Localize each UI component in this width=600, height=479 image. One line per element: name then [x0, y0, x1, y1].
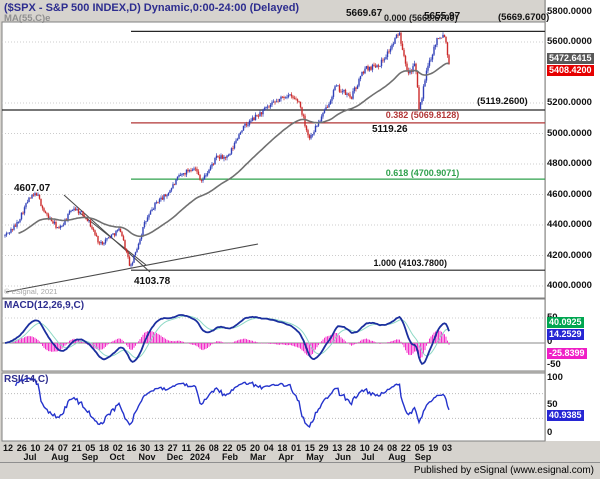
xaxis-month-label: 2024: [189, 452, 211, 462]
xaxis-day-label: 26: [195, 443, 206, 453]
xaxis-strip: [0, 442, 600, 462]
price-axis-tick: 4400.0000: [547, 219, 592, 230]
xaxis-day-label: 22: [222, 443, 233, 453]
xaxis-day-label: 08: [387, 443, 398, 453]
peak-price-label: 5669.67: [346, 8, 383, 19]
xaxis-month-label: Sep: [414, 452, 432, 462]
rsi-axis-tick: 50: [547, 399, 558, 410]
xaxis-month-label: Aug: [51, 452, 69, 462]
xaxis-day-label: 22: [400, 443, 411, 453]
price-axis-tick: 4000.0000: [547, 280, 592, 291]
macd-value-badge: 14.2529: [547, 329, 584, 340]
xaxis-day-label: 02: [112, 443, 123, 453]
xaxis-day-label: 29: [318, 443, 329, 453]
title-strip: [0, 0, 600, 22]
xaxis-day-label: 05: [414, 443, 425, 453]
macd-signal-value-badge: 40.0925: [547, 317, 584, 328]
xaxis-day-label: 03: [442, 443, 453, 453]
support-right-label: (5119.2600): [477, 96, 528, 107]
price-axis-tick: 5600.0000: [547, 36, 592, 47]
price-axis-tick: 4800.0000: [547, 158, 592, 169]
xaxis-day-label: 20: [249, 443, 260, 453]
peak-2023-label: 4607.07: [14, 183, 51, 194]
xaxis-month-label: Jun: [334, 452, 352, 462]
xaxis-month-label: Feb: [221, 452, 239, 462]
fib-0-label: 0.000 (5669.6700): [384, 13, 458, 23]
low-price-label: 4103.78: [134, 276, 171, 287]
xaxis-day-label: 10: [30, 443, 41, 453]
xaxis-day-label: 24: [44, 443, 55, 453]
xaxis-month-label: Nov: [138, 452, 156, 462]
esignal-watermark: © eSignal, 2021: [4, 287, 58, 296]
xaxis-day-label: 24: [373, 443, 384, 453]
rsi-axis-tick: 0: [547, 427, 553, 438]
xaxis-day-label: 16: [126, 443, 137, 453]
fib-382-label: 0.382 (5069.8128): [385, 110, 460, 120]
rsi-axis-tick: 100: [547, 372, 563, 383]
footer-bar: [0, 462, 600, 479]
xaxis-day-label: 30: [140, 443, 151, 453]
xaxis-day-label: 21: [71, 443, 82, 453]
xaxis-day-label: 18: [99, 443, 110, 453]
xaxis-day-label: 15: [304, 443, 315, 453]
chart-title: ($SPX - S&P 500 INDEX,D) Dynamic,0:00-24…: [4, 2, 300, 14]
xaxis-day-label: 05: [85, 443, 96, 453]
xaxis-day-label: 05: [236, 443, 247, 453]
xaxis-day-label: 04: [263, 443, 274, 453]
macd-axis-tick: -50: [547, 359, 561, 370]
xaxis-month-label: Apr: [278, 452, 294, 462]
xaxis-day-label: 27: [167, 443, 178, 453]
xaxis-day-label: 11: [181, 443, 192, 453]
price-axis-tick: 5000.0000: [547, 127, 592, 139]
price-axis-tick: 5800.0000: [547, 5, 592, 17]
fib-0-right-label: (5669.6700): [498, 12, 550, 23]
ma-value-badge: 5472.6415: [547, 53, 594, 64]
rsi-study-label: RSI(14,C): [4, 374, 49, 385]
xaxis-month-label: Jul: [361, 452, 375, 462]
xaxis-day-label: 18: [277, 443, 288, 453]
xaxis-month-label: May: [306, 452, 324, 462]
xaxis-day-label: 07: [57, 443, 68, 453]
xaxis-day-label: 13: [332, 443, 343, 453]
last-price-badge: 5408.4200: [547, 65, 594, 76]
xaxis-month-label: Sep: [81, 452, 99, 462]
fib-1000-label: 1.000 (4103.7800): [373, 258, 447, 268]
xaxis-day-label: 12: [2, 443, 14, 453]
xaxis-day-label: 10: [359, 443, 370, 453]
fib-618-label: 0.618 (4700.9071): [385, 168, 460, 178]
rsi-value-badge: 40.9385: [547, 410, 584, 421]
xaxis-day-label: 08: [208, 443, 219, 453]
macd-study-label: MACD(12,26,9,C): [4, 300, 85, 311]
support-price-label: 5119.26: [372, 124, 408, 135]
xaxis-day-label: 19: [428, 443, 439, 453]
xaxis-day-label: 13: [153, 443, 164, 453]
xaxis-day-label: 28: [345, 443, 357, 453]
price-axis-tick: 5200.0000: [547, 97, 592, 108]
xaxis-month-label: Mar: [249, 452, 267, 462]
footer-credit: Published by eSignal (www.esignal.com): [413, 465, 594, 476]
xaxis-day-label: 01: [291, 443, 302, 453]
price-axis-tick: 4200.0000: [547, 249, 592, 261]
xaxis-month-label: Oct: [109, 452, 125, 462]
overlap-high-label: 5655.97: [424, 11, 461, 22]
xaxis-day-label: 26: [16, 443, 27, 453]
xaxis-month-label: Jul: [23, 452, 37, 462]
macd-hist-value-badge: -25.8399: [547, 348, 587, 359]
xaxis-month-label: Aug: [388, 452, 406, 462]
ma-study-label: MA(55,C)e: [4, 13, 51, 24]
xaxis-month-label: Dec: [166, 452, 184, 462]
price-axis-tick: 4600.0000: [547, 188, 592, 200]
